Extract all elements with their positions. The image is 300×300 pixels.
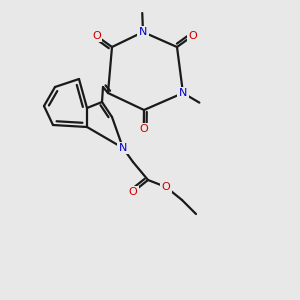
Text: N: N: [119, 143, 127, 153]
Text: N: N: [139, 27, 147, 37]
Text: O: O: [140, 124, 148, 134]
Text: O: O: [129, 187, 137, 197]
Text: O: O: [162, 182, 170, 192]
Text: N: N: [179, 88, 187, 98]
Text: O: O: [188, 31, 197, 41]
Text: O: O: [92, 31, 101, 41]
